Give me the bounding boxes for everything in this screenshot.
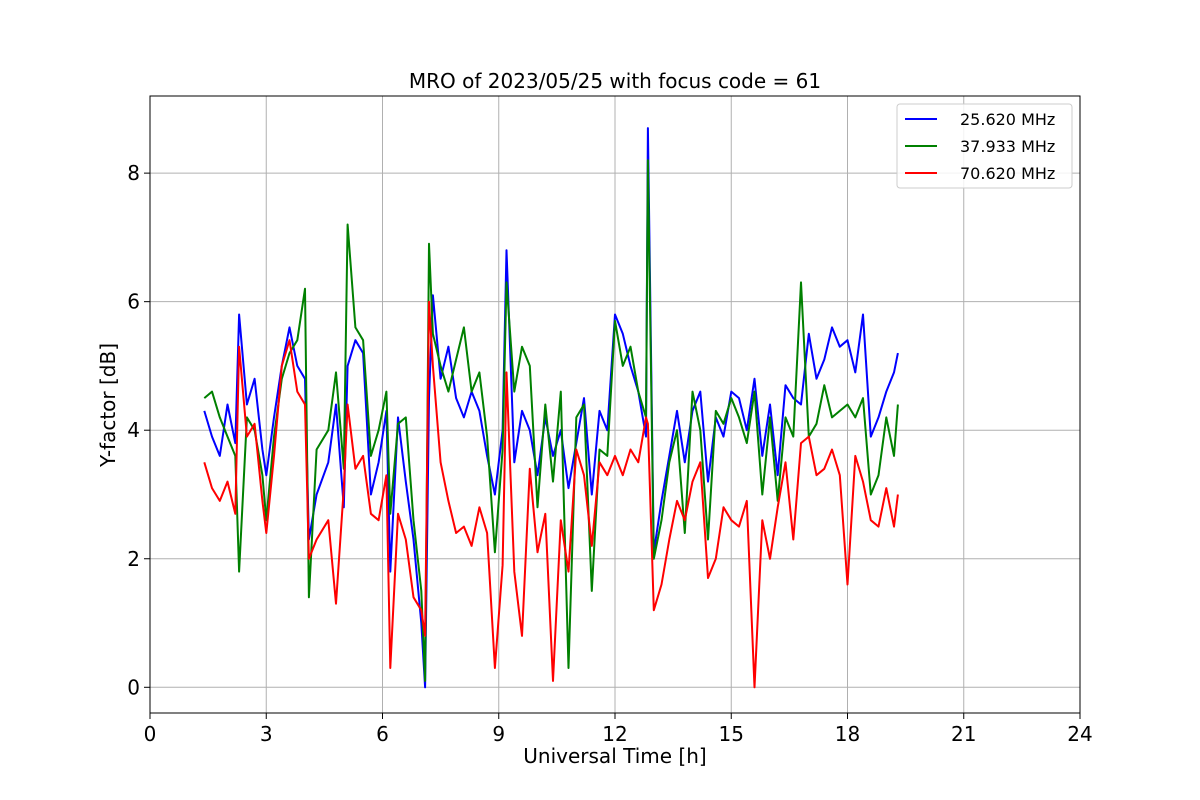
legend: 25.620 MHz 37.933 MHz 70.620 MHz (896, 103, 1073, 189)
x-tick-label: 9 (492, 722, 505, 746)
x-tick-label: 0 (144, 722, 157, 746)
chart-title: MRO of 2023/05/25 with focus code = 61 (409, 69, 821, 93)
plot-area (203, 127, 899, 689)
x-tick-label: 3 (260, 722, 273, 746)
y-axis-label: Y-factor [dB] (96, 343, 120, 468)
series-line-37-933-mhz (203, 159, 899, 682)
series-line-70-620-mhz (203, 300, 899, 689)
series-layer (203, 127, 899, 689)
x-tick-label: 24 (1067, 722, 1092, 746)
y-tick-label: 2 (127, 547, 140, 571)
x-tick-label: 6 (376, 722, 389, 746)
legend-label: 37.933 MHz (960, 137, 1055, 156)
x-tick-label: 21 (951, 722, 976, 746)
legend-label: 25.620 MHz (960, 110, 1055, 129)
legend-box (896, 103, 1073, 189)
x-tick-label: 12 (602, 722, 627, 746)
y-axis: 0 2 4 6 8 (127, 161, 150, 699)
y-tick-label: 8 (127, 161, 140, 185)
x-tick-label: 15 (719, 722, 744, 746)
x-axis-label: Universal Time [h] (523, 744, 706, 768)
y-tick-label: 0 (127, 675, 140, 699)
y-tick-label: 4 (127, 418, 140, 442)
x-axis: 0 3 6 9 12 15 18 21 24 (144, 713, 1093, 746)
x-tick-label: 18 (835, 722, 860, 746)
legend-label: 70.620 MHz (960, 164, 1055, 183)
y-tick-label: 6 (127, 290, 140, 314)
